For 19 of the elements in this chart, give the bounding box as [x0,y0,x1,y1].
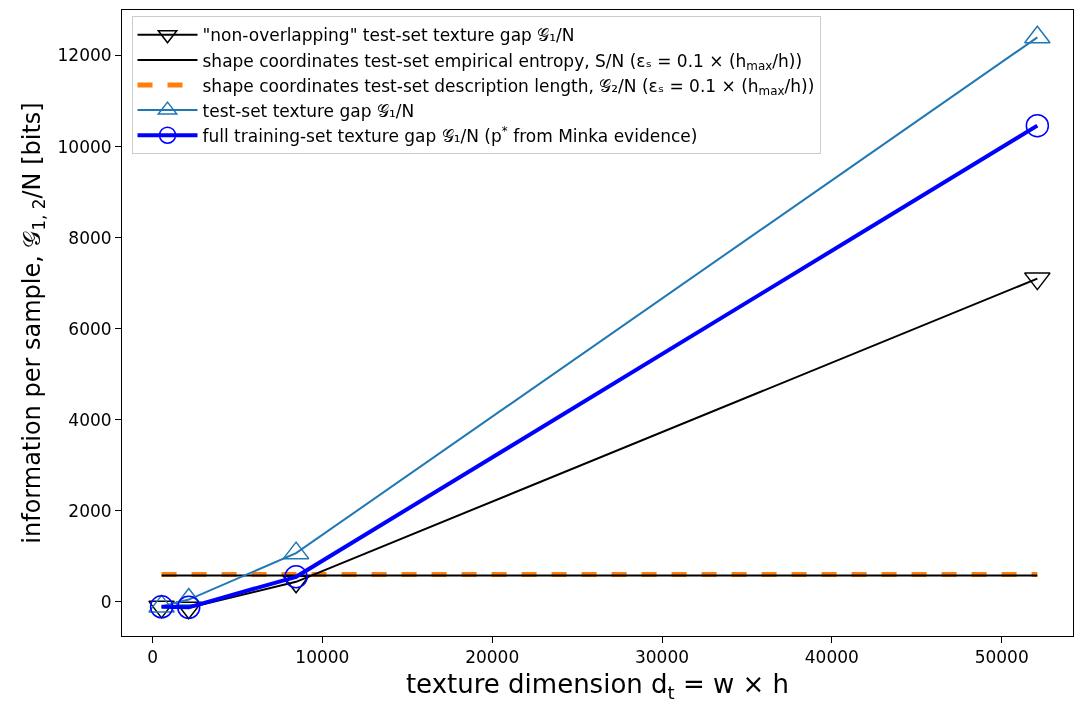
x-tick-label: 30000 [634,647,690,668]
legend-label: test-set texture gap 𝒢₁/N [202,100,415,121]
x-tick-label: 0 [147,647,158,668]
x-tick-label: 10000 [295,647,350,668]
y-tick-label: 10000 [57,136,112,157]
y-tick-label: 4000 [68,409,112,430]
x-tick-label: 20000 [465,647,520,668]
legend-label: full training-set texture gap 𝒢₁/N (p$^{*}$ from Minka evidence) [202,123,698,146]
y-tick-label: 6000 [68,318,112,339]
x-axis-title: texture dimension d$_{t}$ = w × h [405,669,790,703]
y-tick-label: 2000 [68,500,112,521]
y-tick-label: 8000 [68,227,112,248]
legend-label: "non-overlapping" test-set texture gap 𝒢₁/N [202,25,575,46]
legend-label: shape coordinates test-set empirical entropy, S/N (εₛ = 0.1 × (h$_{max}$/h)) [202,50,803,74]
x-tick-label: 50000 [974,647,1029,668]
x-tick-label: 40000 [804,647,859,668]
y-tick-label: 12000 [57,45,112,66]
y-tick-label: 0 [100,591,112,612]
legend-label: shape coordinates test-set description length, 𝒢₂/N (εₛ = 0.1 × (h$_{max}$/h)) [202,75,815,99]
